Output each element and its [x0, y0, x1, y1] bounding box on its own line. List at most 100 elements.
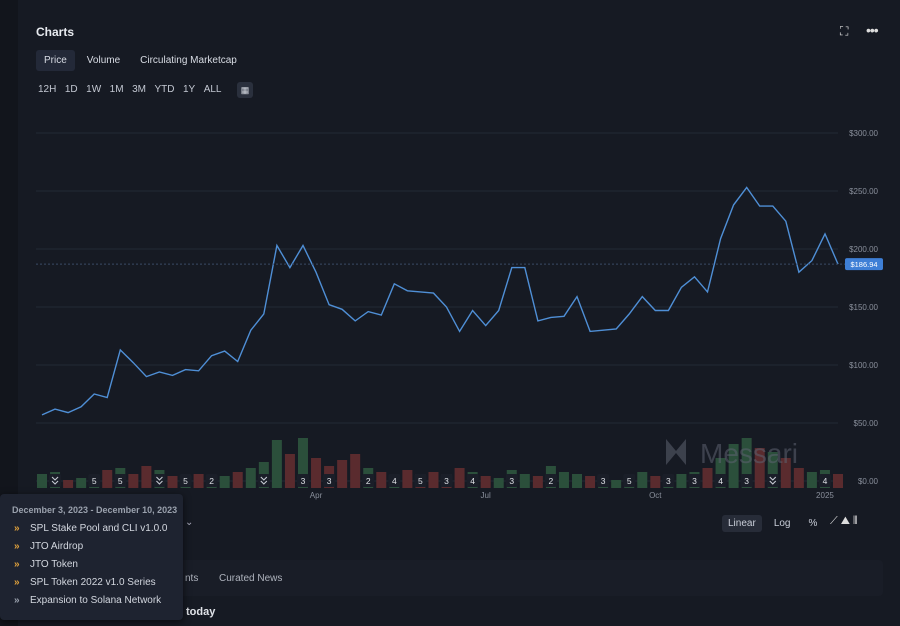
y-tick-label: $0.00 — [858, 477, 879, 486]
tooltip-list: » SPL Stake Pool and CLI v1.0.0 » JTO Airdr… — [0, 519, 183, 609]
event-count: 3 — [601, 476, 606, 486]
volume-bar — [780, 458, 791, 488]
dropdown-partial[interactable]: l ⌄ — [180, 517, 194, 528]
y-tick-label: $50.00 — [854, 419, 879, 428]
event-marker-bg — [296, 474, 309, 487]
x-tick-label: Jul — [481, 491, 491, 500]
tab[interactable]: Price — [36, 50, 75, 71]
scale-button[interactable]: Log — [773, 518, 791, 529]
tooltip-item: » SPL Token 2022 v1.0 Series — [0, 573, 183, 591]
range-button[interactable]: ALL — [203, 84, 222, 95]
event-marker-bg — [544, 474, 557, 487]
event-count: 5 — [183, 476, 188, 486]
volume-bar — [650, 476, 661, 488]
event-marker-bg — [597, 474, 610, 487]
fullscreen-button[interactable]: ⛶ — [840, 24, 849, 38]
range-button[interactable]: 1M — [109, 84, 124, 95]
x-tick-label: Oct — [649, 491, 662, 500]
volume-bar — [297, 438, 308, 488]
bottom-tab[interactable]: nts — [185, 573, 199, 584]
volume-bar — [350, 454, 361, 488]
volume-bar — [715, 458, 726, 488]
event-marker-bg — [505, 474, 518, 487]
calendar-button[interactable]: ▦ — [237, 82, 253, 98]
volume-bar — [572, 474, 583, 488]
y-tick-label: $100.00 — [849, 361, 878, 370]
volume-bar — [493, 478, 504, 488]
bottom-tab[interactable]: Curated News — [219, 573, 283, 584]
volume-bar — [611, 480, 622, 488]
event-chevron — [51, 476, 59, 485]
range-button[interactable]: YTD — [154, 84, 175, 95]
y-tick-label: $200.00 — [849, 245, 878, 254]
range-button[interactable]: 1W — [86, 84, 102, 95]
volume-bar — [284, 454, 295, 488]
event-marker-bg — [440, 474, 453, 487]
event-count: 3 — [301, 476, 306, 486]
scale-bar: Linear Log% — [722, 515, 823, 532]
volume-bar — [102, 470, 113, 488]
range-button[interactable]: 3M — [132, 84, 146, 95]
event-name: JTO Token — [30, 558, 78, 570]
event-name: JTO Airdrop — [30, 540, 84, 552]
event-marker-bg — [414, 474, 427, 487]
volume-bar — [728, 444, 739, 488]
price-line — [41, 186, 839, 416]
event-marker-bg — [688, 474, 701, 487]
scale-button[interactable]: Linear — [722, 515, 762, 532]
last-price-label: $186.94 — [850, 260, 877, 269]
event-marker-bg — [818, 474, 831, 487]
tooltip-title: December 3, 2023 - December 10, 2023 — [12, 505, 178, 515]
event-marker-bg — [362, 474, 375, 487]
x-tick-label: 2025 — [816, 491, 834, 500]
watermark: Messari — [700, 438, 798, 469]
event-tooltip: December 3, 2023 - December 10, 2023 » SP… — [0, 494, 183, 620]
more-button[interactable]: ••• — [866, 22, 879, 38]
event-count: 2 — [366, 476, 371, 486]
event-count: 5 — [118, 476, 123, 486]
chart-type-buttons[interactable]: ⟋ ⛰ ⫴ — [830, 515, 858, 527]
tab-bar: Price Volume Circulating Marketcap — [36, 50, 245, 71]
range-button[interactable]: 1D — [64, 84, 78, 95]
event-marker-bg — [88, 474, 101, 487]
volume-bar — [480, 476, 491, 488]
volume-bar — [193, 474, 204, 488]
event-count: 2 — [549, 476, 554, 486]
range-button[interactable]: 1Y — [182, 84, 196, 95]
volume-bar — [676, 474, 687, 488]
tab[interactable]: Volume — [86, 55, 121, 66]
event-icon: » — [14, 522, 20, 534]
event-marker-bg — [114, 474, 127, 487]
event-marker-bg — [205, 474, 218, 487]
event-count: 5 — [418, 476, 423, 486]
panel-title: Charts — [36, 25, 75, 39]
volume-bar — [532, 476, 543, 488]
volume-bar — [167, 476, 178, 488]
volume-bar — [767, 452, 778, 488]
tooltip-item: » JTO Airdrop — [0, 537, 183, 555]
volume-bar — [454, 468, 465, 488]
volume-bar — [702, 468, 713, 488]
tooltip-item: » Expansion to Solana Network — [0, 591, 183, 609]
volume-bar — [271, 440, 282, 488]
x-tick-label: Apr — [310, 491, 323, 500]
event-marker-bg — [466, 474, 479, 487]
volume-bar — [833, 474, 843, 488]
volume-bar — [376, 472, 387, 488]
event-count: 3 — [744, 476, 749, 486]
tab[interactable]: Circulating Marketcap — [140, 55, 237, 66]
event-marker-bg — [740, 474, 753, 487]
event-count: 2 — [209, 476, 214, 486]
event-count: 3 — [692, 476, 697, 486]
y-tick-label: $150.00 — [849, 303, 878, 312]
event-icon: » — [14, 594, 20, 606]
volume-bar — [806, 472, 817, 488]
range-button[interactable]: 12H — [38, 84, 57, 95]
volume-bar — [741, 438, 752, 488]
scale-button[interactable]: % — [808, 518, 818, 529]
volume-bar — [76, 478, 87, 488]
volume-bar — [754, 448, 765, 488]
watermark-logo — [666, 439, 686, 465]
tooltip-item: » JTO Token — [0, 555, 183, 573]
